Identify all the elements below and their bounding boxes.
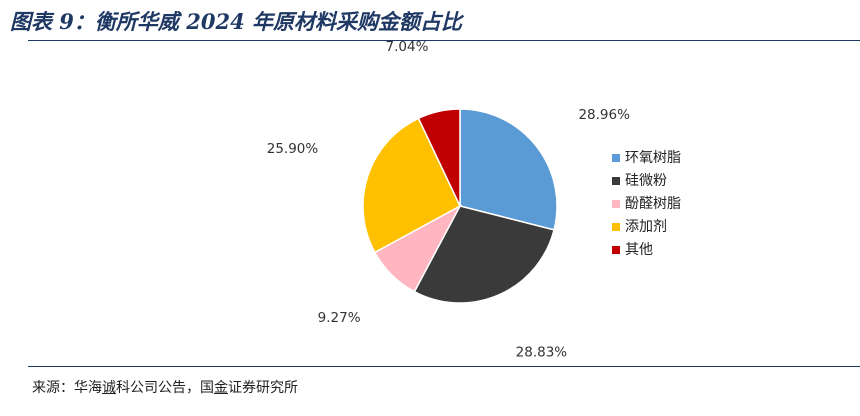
legend-swatch-4 [612, 223, 620, 231]
pie-slice-4 [362, 117, 461, 254]
source-suffix: 证券研究所 [228, 380, 298, 396]
title-divider [28, 40, 860, 41]
legend-label-2: 硅微粉 [625, 173, 667, 189]
legend-swatch-5 [612, 246, 620, 254]
figure-title: 图表 9：衡所华威 2024 年原材料采购金额占比 [10, 9, 462, 34]
pie-slices [362, 108, 558, 304]
pie-slice-1 [459, 108, 558, 231]
source-note: 来源：华海诚科公司公告，国金证券研究所 [32, 377, 298, 397]
pie-label-3: 9.27% [318, 310, 361, 326]
legend-label-1: 环氧树脂 [625, 150, 681, 166]
pie-label-5: 7.04% [386, 39, 429, 55]
legend-label-3: 酚醛树脂 [625, 196, 681, 212]
source-underlined-2: 金 [214, 380, 228, 396]
pie-labels: 28.96% 28.83% 9.27% 25.90% 7.04% [267, 39, 630, 361]
pie-slice-2 [413, 205, 555, 304]
legend-swatch-2 [612, 177, 620, 185]
legend-label-4: 添加剂 [625, 219, 667, 235]
source-underlined-1: 诚 [102, 380, 116, 396]
legend-label-5: 其他 [625, 242, 653, 258]
pie-label-1: 28.96% [578, 107, 630, 123]
pie-label-4: 25.90% [267, 141, 319, 157]
source-middle: 科公司公告，国 [116, 380, 214, 396]
legend-swatch-3 [612, 200, 620, 208]
pie-slice-5 [417, 108, 461, 207]
pie-label-2: 28.83% [516, 345, 568, 361]
footer-divider [28, 366, 860, 367]
legend-swatch-1 [612, 154, 620, 162]
source-prefix: 来源：华海 [32, 380, 102, 396]
